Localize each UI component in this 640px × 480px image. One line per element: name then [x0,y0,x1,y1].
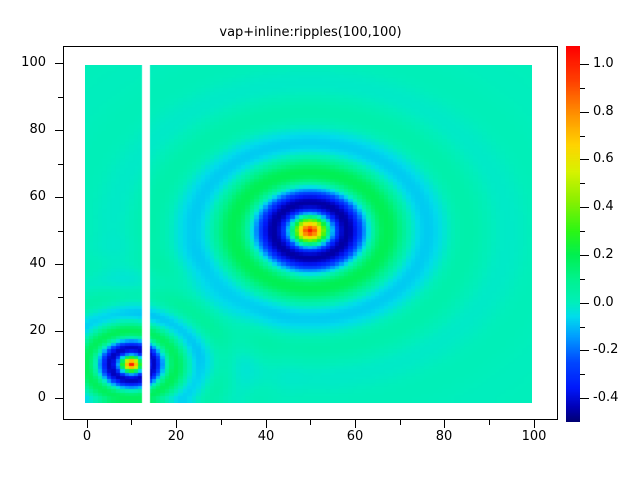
colorbar-tick-label: 0.0 [593,295,614,310]
colorbar-major-tick [580,255,589,256]
x-tick-label: 100 [521,429,547,444]
y-tick-label: 0 [37,390,46,405]
colorbar-minor-tick [580,327,585,328]
y-tick-label: 20 [29,323,46,338]
y-major-tick [55,130,63,131]
colorbar-tick-label: -0.4 [593,390,619,405]
x-tick-label: 20 [167,429,185,444]
y-minor-tick [58,297,63,298]
y-minor-tick [58,97,63,98]
colorbar-tick-label: 1.0 [593,56,614,71]
x-tick-label: 0 [82,429,92,444]
colorbar-tick-label: 0.8 [593,104,614,119]
plot-title: vap+inline:ripples(100,100) [219,25,402,40]
x-major-tick [444,420,445,428]
y-tick-label: 40 [29,256,46,271]
x-major-tick [87,420,88,428]
x-minor-tick [310,420,311,425]
x-minor-tick [400,420,401,425]
y-tick-label: 100 [21,55,46,70]
x-tick-label: 40 [257,429,275,444]
x-major-tick [355,420,356,428]
y-tick-label: 80 [29,122,46,137]
y-major-tick [55,331,63,332]
x-minor-tick [221,420,222,425]
colorbar-minor-tick [580,374,585,375]
y-minor-tick [58,364,63,365]
colorbar-tick-label: 0.4 [593,199,614,214]
y-minor-tick [58,164,63,165]
colorbar-minor-tick [580,88,585,89]
x-major-tick [176,420,177,428]
x-tick-label: 80 [435,429,453,444]
x-tick-label: 60 [346,429,364,444]
colorbar-major-tick [580,303,589,304]
colorbar-gradient [566,46,580,422]
colorbar-tick-label: -0.2 [593,342,619,357]
colorbar-minor-tick [580,136,585,137]
colorbar-major-tick [580,350,589,351]
x-minor-tick [131,420,132,425]
y-major-tick [55,264,63,265]
colorbar-tick-label: 0.6 [593,151,614,166]
colorbar-minor-tick [580,279,585,280]
colorbar-major-tick [580,159,589,160]
colorbar-major-tick [580,398,589,399]
y-tick-label: 60 [29,189,46,204]
y-major-tick [55,197,63,198]
x-major-tick [266,420,267,428]
y-major-tick [55,63,63,64]
colorbar-major-tick [580,64,589,65]
y-minor-tick [58,231,63,232]
colorbar-major-tick [580,112,589,113]
x-major-tick [534,420,535,428]
colorbar-minor-tick [580,183,585,184]
colorbar-tick-label: 0.2 [593,247,614,262]
colorbar-minor-tick [580,231,585,232]
x-minor-tick [489,420,490,425]
y-major-tick [55,398,63,399]
heatmap-canvas [85,65,532,403]
colorbar-major-tick [580,207,589,208]
